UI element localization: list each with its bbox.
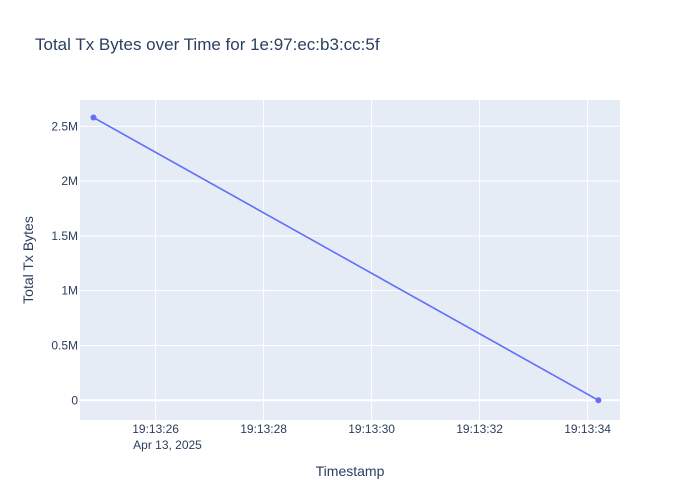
x-tick-label: 19:13:32 [456, 422, 503, 436]
y-tick-label: 1M [61, 284, 78, 298]
x-date-label: Apr 13, 2025 [133, 438, 202, 452]
x-axis: 19:13:26 19:13:28 19:13:30 19:13:32 19:13:34 [132, 422, 611, 436]
x-tick-label: 19:13:26 [132, 422, 179, 436]
y-tick-label: 1.5M [51, 229, 78, 243]
series-line [93, 116, 599, 401]
data-point[interactable] [90, 114, 97, 121]
data-point[interactable] [595, 397, 602, 404]
y-axis: 0 0.5M 1M 1.5M 2M 2.5M [51, 119, 78, 407]
x-tick-label: 19:13:28 [240, 422, 287, 436]
y-tick-label: 2M [61, 174, 78, 188]
chart-title: Total Tx Bytes over Time for 1e:97:ec:b3… [35, 35, 380, 54]
grid-lines [80, 100, 620, 420]
x-axis-title: Timestamp [316, 463, 385, 479]
x-tick-label: 19:13:34 [564, 422, 611, 436]
y-axis-title: Total Tx Bytes [20, 216, 36, 304]
plot-area [80, 100, 620, 420]
y-tick-label: 2.5M [51, 119, 78, 133]
x-tick-label: 19:13:30 [348, 422, 395, 436]
y-tick-label: 0 [71, 393, 78, 407]
y-tick-label: 0.5M [51, 338, 78, 352]
series [90, 114, 602, 404]
